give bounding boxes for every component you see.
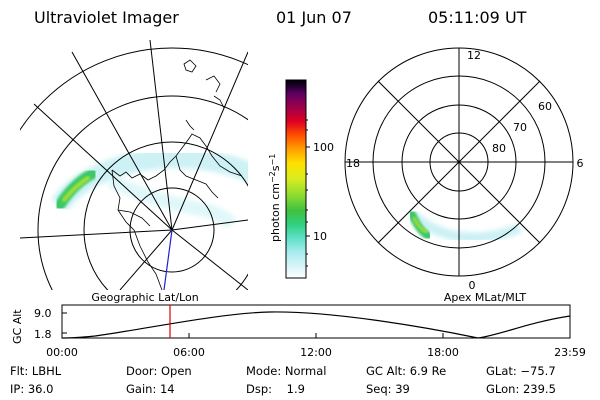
altitude-tick-high: 9.0 [34, 307, 52, 320]
geo-coastlines [111, 59, 243, 290]
mlt-label-18: 18 [346, 157, 360, 170]
footer-filter: Flt: LBHL [10, 364, 62, 378]
footer-gc-alt: GC Alt: 6.9 Re [366, 364, 447, 378]
geo-latitude-circles [20, 47, 248, 290]
colorbar-tick-100: 100 [313, 141, 334, 154]
mlt-label-12: 12 [467, 49, 481, 62]
footer-glat: GLat: −75.7 [486, 364, 556, 378]
altitude-axis-label: GC Alt [11, 309, 24, 344]
apex-panel: 12 18 6 0 60 70 80 [344, 47, 584, 292]
altitude-y-ticks [62, 312, 67, 334]
observation-date: 01 Jun 07 [276, 8, 352, 27]
footer-ip: IP: 36.0 [10, 382, 54, 396]
mlt-label-0: 0 [469, 279, 476, 292]
mlt-label-6: 6 [577, 157, 584, 170]
time-tick-2359: 23:59 [554, 346, 586, 359]
aurora-emission-geo [51, 147, 248, 230]
colorbar: 100 10 photon cm−2s−1 [268, 79, 334, 279]
time-tick-0000: 00:00 [46, 346, 78, 359]
mlat-label-70: 70 [513, 121, 527, 134]
time-tick-0600: 06:00 [173, 346, 205, 359]
altitude-x-ticks [61, 333, 571, 338]
geo-meridians [20, 40, 248, 290]
geographic-panel [20, 40, 248, 290]
colorbar-ticks [306, 119, 310, 267]
time-tick-1800: 18:00 [427, 346, 459, 359]
apex-panel-caption: Apex MLat/MLT [444, 291, 527, 304]
altitude-plot: 9.0 1.8 GC Alt 00:00 06:00 12:00 18:00 2… [11, 304, 586, 359]
altitude-tick-low: 1.8 [34, 328, 52, 341]
footer-dsp: Dsp: 1.9 [246, 382, 305, 396]
footer-mode: Mode: Normal [246, 364, 327, 378]
altitude-curve [61, 311, 571, 339]
footer-seq: Seq: 39 [366, 382, 410, 396]
footer-door: Door: Open [126, 364, 192, 378]
geo-panel-caption: Geographic Lat/Lon [91, 291, 198, 304]
colorbar-tick-10: 10 [313, 230, 327, 243]
unit-exp1: −2 [268, 171, 277, 183]
instrument-title: Ultraviolet Imager [34, 8, 179, 27]
aurora-emission-apex [408, 210, 522, 243]
mlat-label-60: 60 [538, 100, 552, 113]
observation-time: 05:11:09 UT [428, 8, 527, 27]
mlat-label-80: 80 [492, 142, 506, 155]
satellite-nadir-line [163, 229, 173, 290]
colorbar-unit-label: photon cm−2s−1 [268, 154, 282, 242]
apex-mlt-meridians [345, 48, 573, 276]
colorbar-scale [285, 79, 307, 279]
footer-gain: Gain: 14 [126, 382, 175, 396]
time-tick-1200: 12:00 [300, 346, 332, 359]
unit-main: photon cm [269, 183, 282, 242]
unit-exp2: −1 [268, 154, 277, 166]
footer-glon: GLon: 239.5 [486, 382, 556, 396]
unit-s: s [269, 165, 282, 171]
